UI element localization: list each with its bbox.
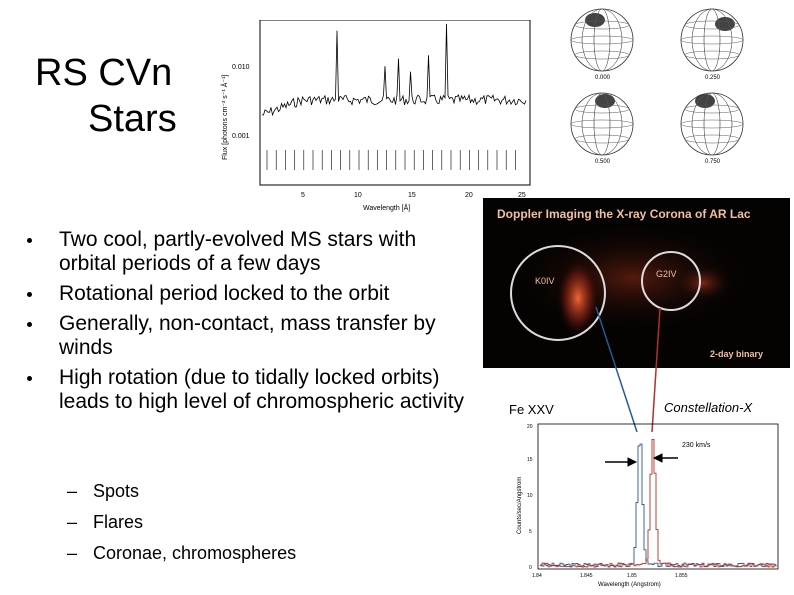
- velocity-arrows: [605, 453, 678, 467]
- line-ytick: 10: [527, 493, 533, 499]
- spectrum-frame: [259, 20, 531, 186]
- map-phase-label: 0.250: [705, 75, 721, 81]
- starspot-maps-figure: 0.000 0.250 0.500 0.750: [570, 8, 744, 165]
- line-xtick: 1.855: [675, 573, 688, 579]
- line-xtick: 1.84: [532, 573, 542, 579]
- bullet-item: Two cool, partly-evolved MS stars with o…: [20, 228, 470, 276]
- sub-bullet-item: – Coronae, chromospheres: [67, 538, 296, 569]
- dash-icon: –: [67, 512, 78, 532]
- spectrum-ylabel: Flux [photons cm⁻² s⁻¹ Å⁻¹]: [220, 75, 229, 160]
- xray-corona-image: Doppler Imaging the X-ray Corona of AR L…: [483, 198, 790, 368]
- bullet-dot-icon: [27, 322, 32, 327]
- spectrum-xticks: 5 10 15 20 25: [301, 192, 526, 199]
- red-line-profile: [540, 438, 777, 568]
- line-xlabel: Wavelength (Angstrom): [598, 582, 661, 588]
- line-plot-frame: [537, 423, 779, 570]
- sub-bullet-list: – Spots – Flares – Coronae, chromospheres: [67, 476, 296, 569]
- spectrum-xtick: 5: [301, 192, 305, 199]
- spectrum-trace: [261, 23, 527, 117]
- right-arrow-head: [652, 453, 663, 463]
- starspot: [695, 94, 715, 108]
- spectrum-figure: Flux [photons cm⁻² s⁻¹ Å⁻¹] 0.010 0.001 …: [220, 20, 531, 212]
- bullet-text: Rotational period locked to the orbit: [59, 282, 390, 305]
- starspot-globe: [570, 8, 634, 72]
- spectrum-xtick: 10: [354, 192, 362, 199]
- blue-connector-line: [595, 306, 638, 433]
- xray-image-title: Doppler Imaging the X-ray Corona of AR L…: [497, 207, 751, 221]
- bullet-dot-icon: [27, 292, 32, 297]
- slide-title-line-1: RS CVn: [35, 52, 173, 94]
- sub-bullet-text: Flares: [93, 512, 144, 532]
- constellation-x-label: Constellation-X: [664, 400, 753, 415]
- spectrum-xtick: 20: [465, 192, 473, 199]
- line-id-ticks: [266, 150, 516, 170]
- k0iv-label: K0IV: [535, 276, 555, 286]
- spectrum-xlabel: Wavelength [Å]: [363, 203, 410, 212]
- map-phase-label: 0.500: [595, 159, 611, 165]
- red-connector-line: [651, 307, 661, 433]
- line-ytick: 15: [527, 457, 533, 463]
- dash-icon: –: [67, 543, 78, 563]
- sub-bullet-text: Coronae, chromospheres: [93, 543, 297, 563]
- g2iv-label: G2IV: [656, 269, 677, 279]
- spectrum-ytick-lower: 0.001: [232, 133, 250, 140]
- k0iv-star-circle: [510, 245, 606, 341]
- binary-caption: 2-day binary: [710, 349, 764, 359]
- starspot: [585, 13, 605, 27]
- corona-secondary-region: [673, 263, 733, 303]
- starspot-globe: [680, 8, 744, 72]
- line-ytick: 5: [529, 529, 532, 535]
- starspot-maps: [570, 8, 744, 156]
- starspot-globe: [570, 92, 634, 156]
- bullet-item: Generally, non-contact, mass transfer by…: [20, 312, 470, 360]
- sub-bullet-text: Spots: [93, 481, 140, 501]
- velocity-label: 230 km/s: [682, 442, 711, 449]
- line-ytick: 20: [527, 424, 533, 430]
- map-phase-label: 0.000: [595, 75, 611, 81]
- slide-title-line-2: Stars: [88, 98, 177, 140]
- bullet-list: Two cool, partly-evolved MS stars with o…: [20, 228, 470, 420]
- blue-line-profile: [540, 443, 777, 568]
- bullet-text: Two cool, partly-evolved MS stars with o…: [59, 228, 417, 275]
- g2iv-star-circle: [641, 251, 701, 311]
- dash-icon: –: [67, 481, 78, 501]
- bullet-dot-icon: [27, 238, 32, 243]
- slide-title: RS CVn Stars: [35, 50, 177, 142]
- bullet-text: High rotation (due to tidally locked orb…: [59, 366, 465, 413]
- spectrum-xtick: 15: [408, 192, 416, 199]
- fe-xxv-label: Fe XXV: [509, 402, 554, 417]
- line-xtick: 1.85: [627, 573, 637, 579]
- sub-bullet-item: – Spots: [67, 476, 296, 507]
- starspot-globe: [680, 92, 744, 156]
- line-ytick: 0: [529, 565, 532, 571]
- xray-corona-graphic: [510, 223, 753, 341]
- starspot: [715, 17, 735, 31]
- spectrum-xtick: 25: [518, 192, 526, 199]
- bullet-item: Rotational period locked to the orbit: [20, 282, 470, 306]
- line-xtick: 1.845: [580, 573, 593, 579]
- line-xticks: 1.84 1.845 1.85 1.855: [532, 573, 688, 579]
- left-arrow-head: [627, 457, 638, 467]
- bullet-item: High rotation (due to tidally locked orb…: [20, 366, 470, 414]
- map-phase-label: 0.750: [705, 159, 721, 165]
- line-yticks: 0 5 10 15 20: [527, 424, 533, 571]
- spectrum-ytick-upper: 0.010: [232, 64, 250, 71]
- starspot: [595, 94, 615, 108]
- corona-bright-region: [556, 258, 600, 338]
- line-ylabel: Counts/sec/Angstrom: [517, 477, 523, 534]
- bullet-dot-icon: [27, 376, 32, 381]
- sub-bullet-item: – Flares: [67, 507, 296, 538]
- bullet-text: Generally, non-contact, mass transfer by…: [59, 312, 436, 359]
- fe-xxv-line-profile-figure: Fe XXV Constellation-X Counts/sec/Angstr…: [509, 400, 779, 588]
